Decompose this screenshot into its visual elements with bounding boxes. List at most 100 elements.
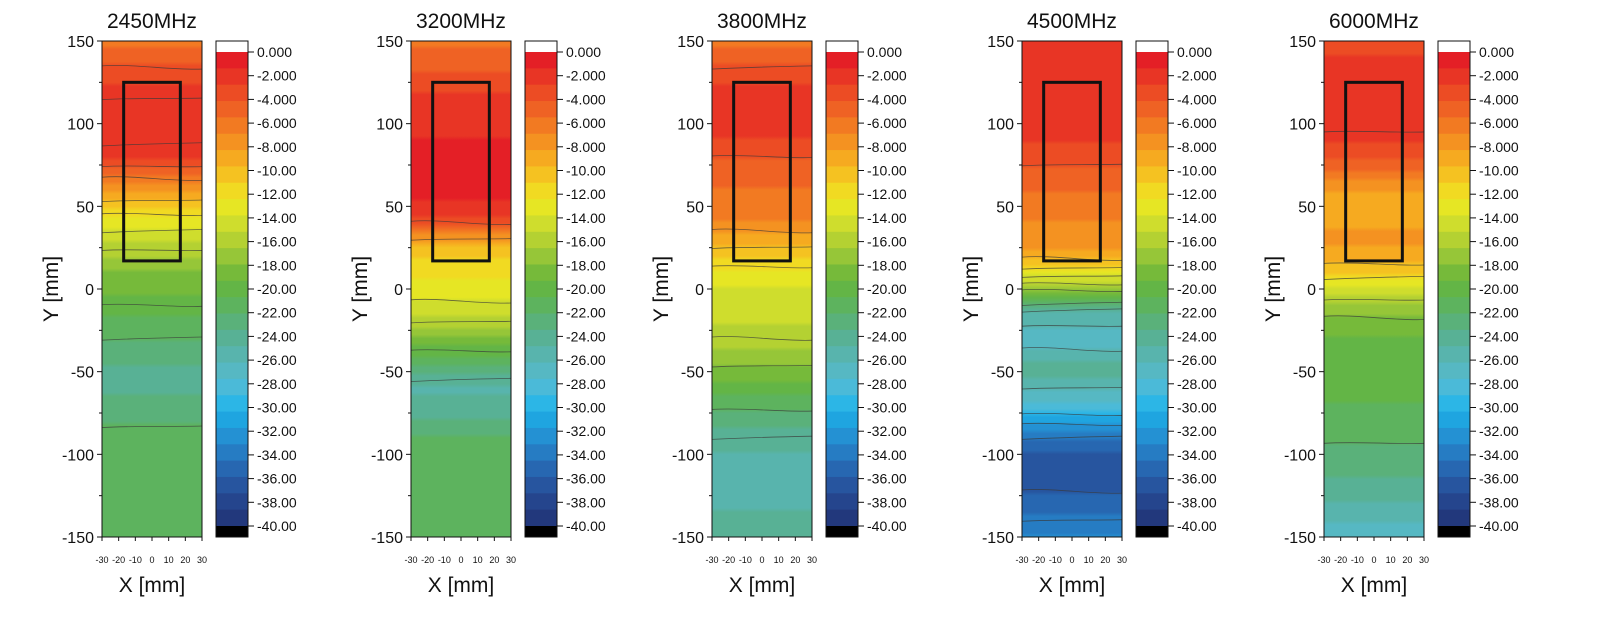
- colorbar-swatch: [216, 280, 248, 298]
- colorbar-label: -38.00: [566, 494, 606, 510]
- colorbar-label: -24.00: [867, 328, 907, 344]
- colorbar-swatch: [216, 182, 248, 200]
- y-tick-label: -150: [672, 530, 704, 547]
- colorbar-swatch: [1438, 411, 1470, 429]
- colorbar-label: -16.00: [1479, 234, 1519, 250]
- colorbar-label: -14.00: [1177, 210, 1217, 226]
- colorbar-swatch: [216, 215, 248, 233]
- contour-lines: [1021, 163, 1123, 522]
- y-tick-label: 0: [1005, 282, 1014, 299]
- colorbar-label: -8.000: [257, 139, 297, 155]
- colorbar-label: -20.00: [1177, 281, 1217, 297]
- colorbar-label: -10.00: [1479, 163, 1519, 179]
- y-tick-label: 50: [686, 199, 704, 216]
- colorbar-label: -22.00: [257, 305, 297, 321]
- colorbar-swatch: [525, 117, 557, 135]
- colorbar-swatch: [216, 411, 248, 429]
- y-axis: 150 100 50 0 -50 -100 -150: [1284, 34, 1324, 547]
- contour-line: [101, 212, 203, 216]
- colorbar-label: -20.00: [867, 281, 907, 297]
- colorbar-label: 0.000: [257, 44, 292, 60]
- colorbar-label: -4.000: [566, 91, 606, 107]
- contour-line: [711, 154, 813, 159]
- x-tick-label: 20: [790, 555, 800, 565]
- contour-line: [1323, 442, 1425, 444]
- contour-line: [101, 199, 203, 203]
- y-tick-label: -50: [991, 365, 1014, 382]
- contour-line: [1021, 163, 1123, 167]
- y-tick-label: -50: [71, 365, 94, 382]
- colorbar-swatch: [216, 460, 248, 478]
- colorbar-swatch: [826, 117, 858, 135]
- x-tick-label: -10: [129, 555, 142, 565]
- colorbar-swatch: [1136, 476, 1168, 494]
- colorbar-label: -10.00: [257, 163, 297, 179]
- colorbar-swatch: [1136, 378, 1168, 396]
- y-tick-label: 0: [1307, 282, 1316, 299]
- colorbar-label: -14.00: [566, 210, 606, 226]
- colorbar-swatch: [826, 509, 858, 527]
- y-tick-label: -150: [371, 530, 403, 547]
- colorbar-label: -2.000: [1177, 68, 1217, 84]
- contour-line: [101, 336, 203, 341]
- x-tick-label: -30: [404, 555, 417, 565]
- x-tick-label: 10: [774, 555, 784, 565]
- contour-lines: [711, 65, 813, 440]
- colorbar-swatch: [1136, 133, 1168, 151]
- colorbar-swatch: [525, 362, 557, 380]
- y-tick-label: -50: [380, 365, 403, 382]
- colorbar-label: -18.00: [1177, 257, 1217, 273]
- heatmap-field: [102, 41, 202, 537]
- colorbar-label: -16.00: [867, 234, 907, 250]
- colorbar-top-cap: [1136, 41, 1168, 52]
- panel-title: 3200MHz: [416, 10, 506, 33]
- colorbar-swatch: [216, 378, 248, 396]
- colorbar-swatch: [1438, 460, 1470, 478]
- contour-line: [1021, 267, 1123, 270]
- colorbar-swatch: [1136, 346, 1168, 364]
- colorbar-label: -28.00: [257, 376, 297, 392]
- colorbar-label: -36.00: [566, 471, 606, 487]
- contour-line: [101, 165, 203, 168]
- x-tick-label: 20: [489, 555, 499, 565]
- colorbar-bottom-cap: [525, 526, 557, 537]
- x-axis: -30 -20 -10 0 10 20 30: [1317, 537, 1429, 565]
- colorbar-label: -30.00: [1177, 400, 1217, 416]
- colorbar-swatch: [216, 297, 248, 315]
- colorbar-label: -34.00: [867, 447, 907, 463]
- colorbar-label: -34.00: [257, 447, 297, 463]
- colorbar-swatch: [826, 84, 858, 102]
- y-tick-label: -50: [681, 365, 704, 382]
- colorbar-swatch: [1136, 117, 1168, 135]
- colorbar-swatch: [525, 101, 557, 118]
- colorbar-bottom-cap: [1438, 526, 1470, 537]
- colorbar-label: -30.00: [566, 400, 606, 416]
- contour-line: [101, 425, 203, 428]
- x-axis: -30 -20 -10 0 10 20 30: [404, 537, 516, 565]
- colorbar-label: -38.00: [867, 494, 907, 510]
- colorbar-label: -36.00: [257, 471, 297, 487]
- colorbar-top-cap: [216, 41, 248, 52]
- colorbar-label: -40.00: [1177, 518, 1217, 534]
- y-tick-label: -100: [982, 447, 1014, 464]
- colorbar-label: -14.00: [257, 210, 297, 226]
- colorbar-label: -10.00: [867, 163, 907, 179]
- colorbar-swatch: [525, 182, 557, 200]
- colorbar-label: -28.00: [867, 376, 907, 392]
- colorbar-swatch: [525, 150, 557, 168]
- contour-lines: [410, 220, 512, 382]
- colorbar-label: -22.00: [867, 305, 907, 321]
- colorbar-label: -16.00: [257, 234, 297, 250]
- rectangle-outline: [431, 80, 491, 263]
- x-tick-label: 10: [1084, 555, 1094, 565]
- colorbar-swatch: [826, 297, 858, 315]
- contour-line: [711, 265, 813, 269]
- colorbar-label: -2.000: [867, 68, 907, 84]
- y-tick-label: 0: [394, 282, 403, 299]
- colorbar-swatch: [525, 509, 557, 527]
- colorbar-swatch: [826, 427, 858, 445]
- x-tick-label: -20: [1032, 555, 1045, 565]
- colorbar-label: -32.00: [1479, 423, 1519, 439]
- colorbar-label: -32.00: [1177, 423, 1217, 439]
